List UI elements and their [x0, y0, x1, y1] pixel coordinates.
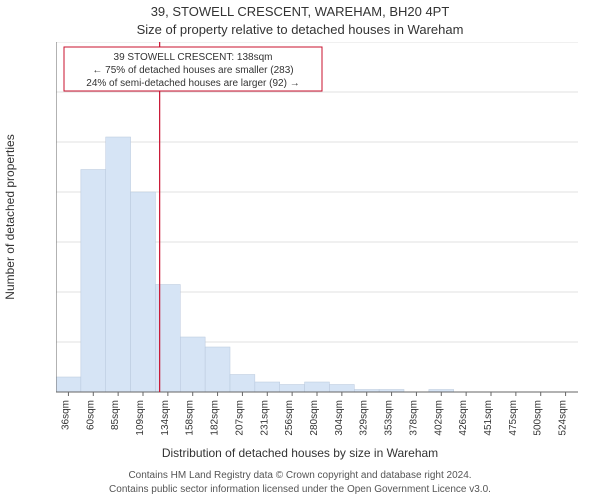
x-tick-label: 500sqm [533, 400, 544, 436]
histogram-bar [81, 170, 106, 393]
footer-line-2: Contains public sector information licen… [0, 483, 600, 497]
histogram-plot: 02040608010012014036sqm60sqm85sqm109sqm1… [56, 42, 600, 452]
histogram-bar [205, 347, 230, 392]
y-axis-label: Number of detached properties [4, 134, 17, 299]
x-tick-label: 402sqm [433, 400, 444, 436]
annotation-line: 39 STOWELL CRESCENT: 138sqm [114, 52, 273, 63]
x-tick-label: 329sqm [359, 400, 370, 436]
histogram-bar [56, 377, 81, 392]
x-tick-label: 378sqm [408, 400, 419, 436]
y-axis-label-svg: Number of detached properties [4, 42, 24, 392]
x-tick-label: 182sqm [210, 400, 221, 436]
histogram-bar [180, 337, 205, 392]
x-tick-label: 85sqm [110, 400, 121, 430]
x-tick-label: 60sqm [85, 400, 96, 430]
x-tick-label: 475sqm [508, 400, 519, 436]
x-tick-label: 36sqm [60, 400, 71, 430]
x-tick-label: 109sqm [135, 400, 146, 436]
histogram-bar [305, 382, 330, 392]
x-tick-label: 207sqm [234, 400, 245, 436]
annotation-line: 24% of semi-detached houses are larger (… [86, 78, 299, 89]
annotation-line: ← 75% of detached houses are smaller (28… [92, 65, 293, 76]
footer-line-1: Contains HM Land Registry data © Crown c… [0, 469, 600, 483]
x-tick-label: 231sqm [259, 400, 270, 436]
x-tick-label: 353sqm [384, 400, 395, 436]
x-tick-label: 134sqm [160, 400, 171, 436]
x-tick-label: 426sqm [458, 400, 469, 436]
x-tick-label: 158sqm [185, 400, 196, 436]
histogram-bar [280, 385, 305, 393]
histogram-bar [255, 382, 280, 392]
histogram-bar [131, 192, 156, 392]
x-tick-label: 304sqm [334, 400, 345, 436]
x-tick-label: 451sqm [483, 400, 494, 436]
x-tick-label: 280sqm [309, 400, 320, 436]
x-tick-label: 524sqm [558, 400, 569, 436]
histogram-bar [106, 137, 131, 392]
attribution-footer: Contains HM Land Registry data © Crown c… [0, 469, 600, 496]
histogram-bar [230, 375, 255, 393]
chart-container: 39, STOWELL CRESCENT, WAREHAM, BH20 4PT … [0, 0, 600, 500]
histogram-bar [329, 385, 354, 393]
chart-subtitle: Size of property relative to detached ho… [0, 22, 600, 37]
x-axis-label: Distribution of detached houses by size … [0, 446, 600, 460]
x-tick-label: 256sqm [284, 400, 295, 436]
chart-title: 39, STOWELL CRESCENT, WAREHAM, BH20 4PT [0, 4, 600, 19]
